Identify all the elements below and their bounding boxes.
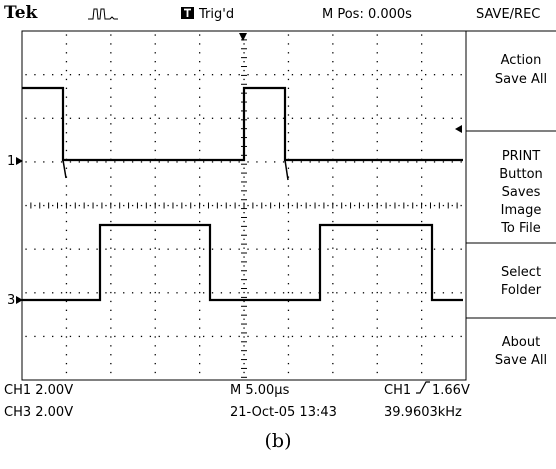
waveform-traces (22, 86, 463, 302)
menu-title: SAVE/REC (476, 7, 540, 22)
menu-print-button-saves-image[interactable]: PRINT Button Saves Image To File (499, 149, 543, 236)
trigger-level-marker (455, 125, 462, 133)
menu-about-save-all[interactable]: About Save All (495, 335, 547, 368)
svg-text:Action: Action (501, 53, 542, 68)
trigger-level: 1.66V (432, 383, 470, 398)
svg-text:To File: To File (500, 221, 541, 236)
timebase-readout: M 5.00µs (230, 383, 290, 398)
svg-text:About: About (502, 335, 540, 350)
trigger-readout: CH1 1.66V (384, 381, 470, 398)
pulse-waveform-icon (88, 8, 118, 20)
trigger-source: CH1 (384, 383, 411, 398)
ch3-ground-marker: 3 (7, 293, 23, 308)
graticule (21, 30, 467, 381)
figure-caption: (b) (265, 430, 292, 452)
svg-text:Save All: Save All (495, 353, 547, 368)
svg-text:Image: Image (501, 203, 542, 218)
svg-text:1: 1 (7, 154, 15, 169)
svg-text:Save All: Save All (495, 72, 547, 87)
side-menu: Action Save All PRINT Button Saves Image… (466, 30, 556, 368)
trigger-T-icon (181, 7, 194, 19)
ch3-waveform (22, 223, 463, 302)
ch3-scale-readout: CH3 2.00V (4, 405, 73, 420)
ch1-scale-readout: CH1 2.00V (4, 383, 73, 398)
svg-text:PRINT: PRINT (502, 149, 540, 164)
ch1-waveform (22, 86, 463, 162)
svg-text:Select: Select (501, 265, 541, 280)
trigger-status: Trig'd (198, 7, 234, 22)
ch1-ringing (62, 159, 289, 181)
trigger-position-marker (239, 33, 247, 41)
svg-text:Folder: Folder (501, 283, 542, 298)
horizontal-position: M Pos: 0.000s (322, 7, 412, 22)
date-time-readout: 21-Oct-05 13:43 (230, 405, 337, 420)
rising-edge-icon (416, 381, 430, 394)
menu-select-folder[interactable]: Select Folder (501, 265, 542, 298)
svg-text:Saves: Saves (502, 185, 541, 200)
brand-logo: Tek (4, 3, 39, 23)
svg-text:3: 3 (7, 293, 15, 308)
svg-text:Button: Button (499, 167, 543, 182)
frequency-readout: 39.9603kHz (384, 405, 462, 420)
ch1-ground-marker: 1 (7, 154, 23, 169)
menu-action-save-all[interactable]: Action Save All (495, 53, 547, 87)
